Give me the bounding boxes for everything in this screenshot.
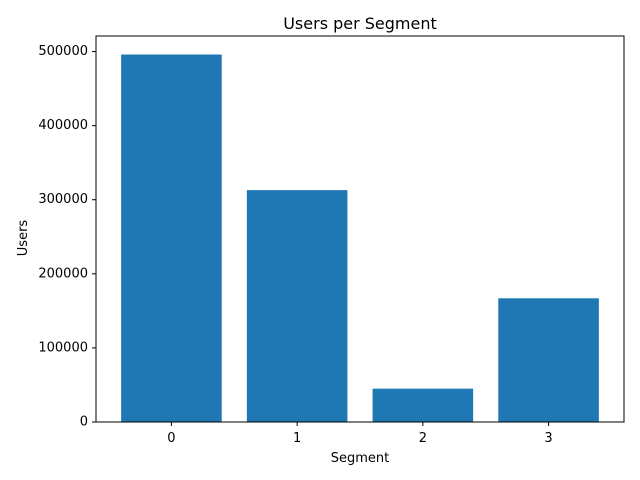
bar-segment-2 (372, 388, 474, 422)
bar-segment-0 (121, 54, 222, 423)
y-tick-label: 400000 (38, 118, 88, 133)
y-tick-label: 200000 (38, 266, 88, 281)
x-axis-ticks: 0 1 2 3 (167, 422, 553, 446)
y-tick-label: 0 (80, 415, 88, 430)
x-tick-label: 0 (167, 431, 175, 446)
x-tick-label: 3 (544, 431, 552, 446)
bar-segment-1 (246, 190, 348, 422)
bar-segment-3 (498, 298, 599, 422)
x-tick-label: 1 (293, 431, 301, 446)
y-axis-title: Users (16, 220, 31, 257)
y-tick-label: 300000 (38, 192, 88, 207)
y-tick-label: 500000 (38, 44, 88, 59)
y-tick-label: 100000 (38, 340, 88, 355)
x-axis-title: Segment (331, 451, 390, 466)
bars-group (121, 54, 599, 423)
x-tick-label: 2 (419, 431, 427, 446)
chart-title: Users per Segment (283, 14, 437, 33)
y-axis-ticks: 0 100000 200000 300000 400000 500000 (38, 44, 96, 430)
plot-frame (95, 35, 625, 423)
